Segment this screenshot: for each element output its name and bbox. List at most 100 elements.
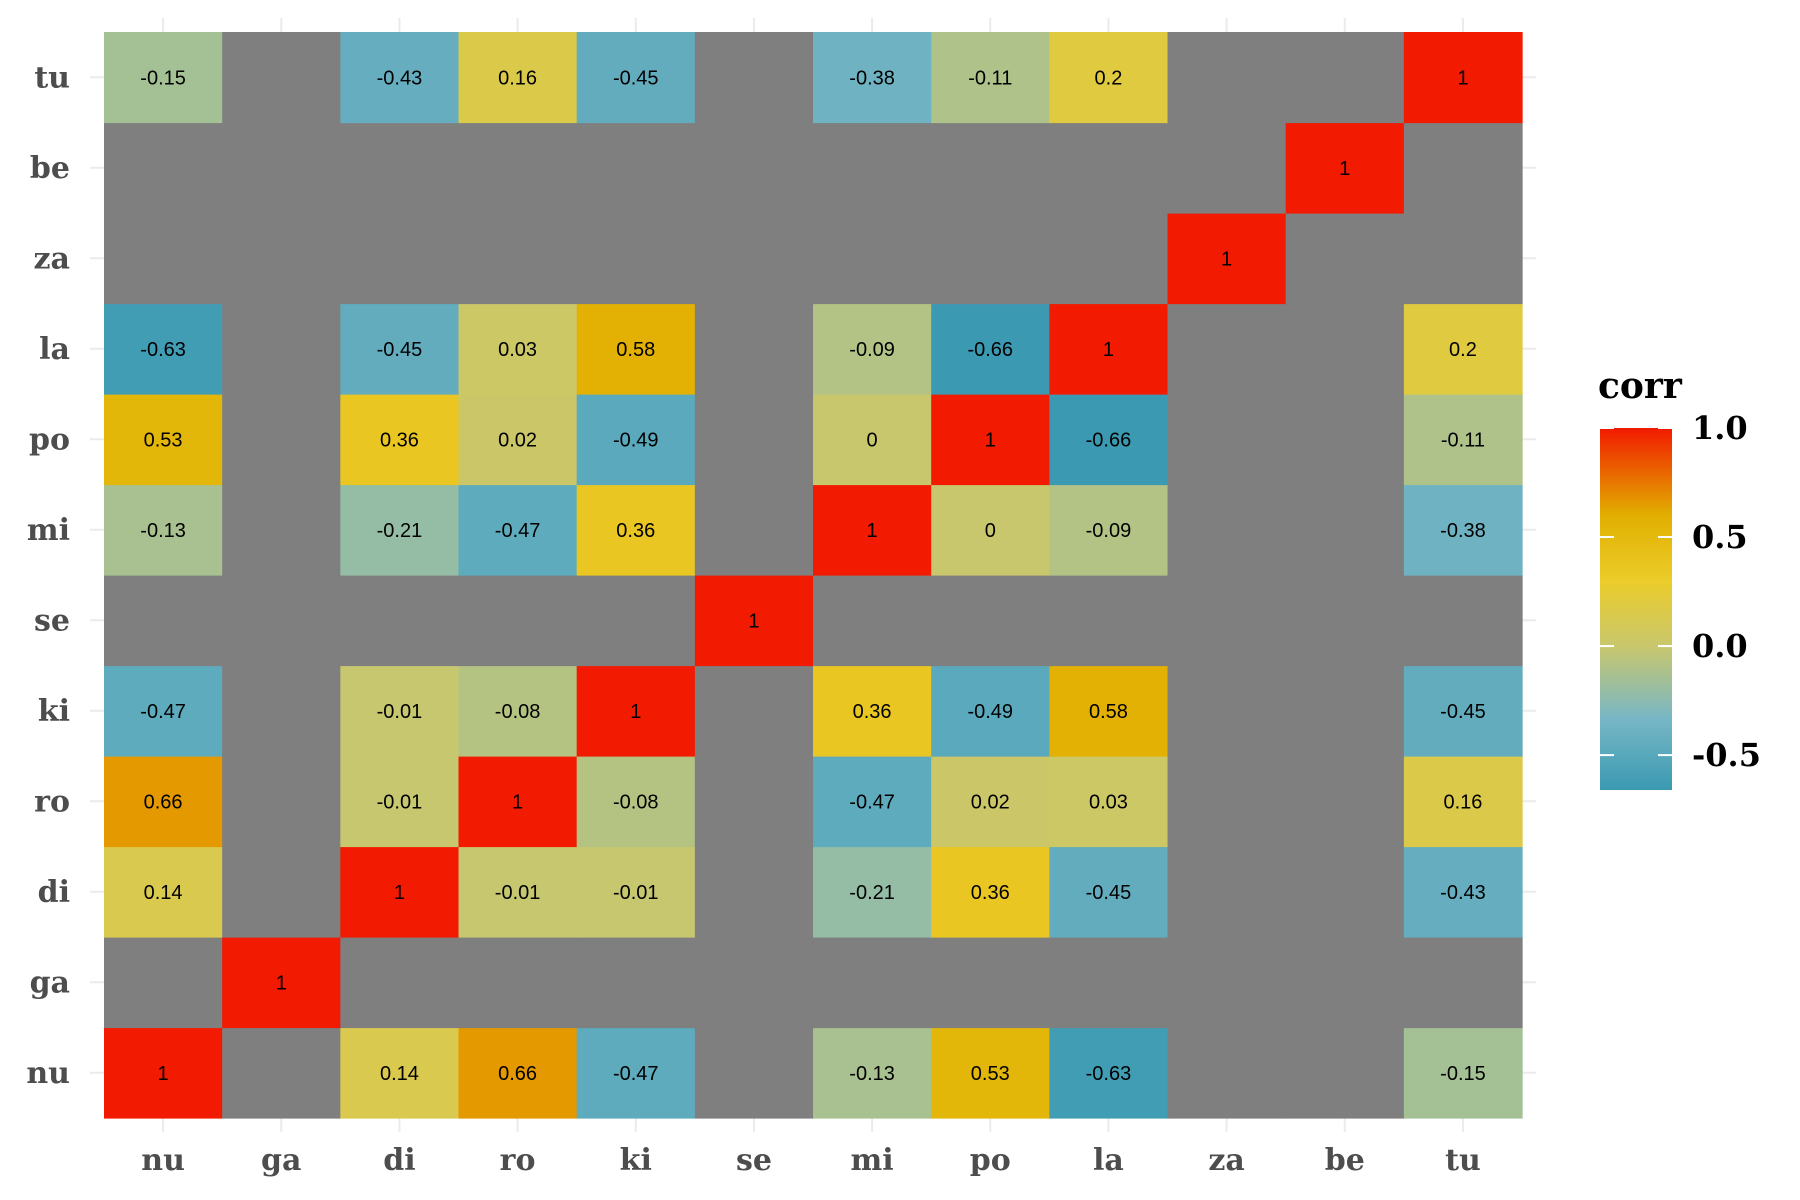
cell-value-label: -0.45: [377, 339, 423, 361]
heatmap-cell-se-ki: [576, 575, 696, 667]
heatmap-cell-po-za: [1167, 394, 1287, 486]
heatmap-cell-tu-se: [694, 32, 814, 124]
x-tick-label-se: se: [736, 1143, 772, 1178]
heatmap-cell-za-se: [694, 213, 814, 305]
cell-value-label: -0.63: [140, 339, 186, 361]
heatmap-cell-ki-be: [1285, 665, 1405, 757]
cell-value-label: -0.09: [1086, 520, 1132, 542]
x-tick-label-ga: ga: [261, 1143, 301, 1178]
heatmap-cell-nu-nu: [104, 1027, 223, 1119]
heatmap-cell-po-nu: [104, 394, 223, 486]
cell-value-label: -0.01: [495, 882, 541, 904]
heatmap-cell-la-mi: [813, 303, 932, 395]
heatmap-cell-nu-ga: [222, 1027, 341, 1119]
cell-value-label: 0.03: [1089, 791, 1128, 813]
y-tick-label-mi: mi: [27, 513, 70, 548]
heatmap-cell-za-mi: [813, 213, 932, 305]
cell-value-label: -0.38: [849, 67, 895, 89]
heatmap-cell-se-tu: [1403, 575, 1523, 667]
heatmap-cell-tu-ga: [222, 32, 341, 124]
cell-value-label: -0.21: [849, 882, 895, 904]
y-tick-label-za: za: [34, 241, 70, 276]
heatmap-cell-di-ga: [222, 846, 341, 938]
heatmap-cell-se-di: [340, 575, 460, 667]
cell-value-label: -0.08: [613, 791, 659, 813]
y-tick-label-ro: ro: [34, 784, 70, 819]
heatmap-cell-di-be: [1285, 846, 1405, 938]
cell-value-label: 1: [158, 1063, 169, 1085]
heatmap-cell-di-po: [931, 846, 1050, 938]
heatmap-cell-di-nu: [104, 846, 223, 938]
cell-value-label: -0.09: [849, 339, 895, 361]
heatmap-cell-se-ro: [458, 575, 578, 667]
y-tick-label-ga: ga: [30, 965, 70, 1000]
heatmap-cell-za-nu: [104, 213, 223, 305]
cell-value-label: -0.43: [1440, 882, 1486, 904]
x-tick-label-po: po: [970, 1143, 1011, 1178]
heatmap-cell-di-ki: [576, 846, 696, 938]
x-tick-label-za: za: [1208, 1143, 1244, 1178]
heatmap-cell-tu-tu: [1403, 32, 1523, 124]
heatmap-cell-ga-nu: [104, 937, 223, 1029]
legend-tick-label: -0.5: [1692, 736, 1761, 774]
cell-value-label: -0.21: [377, 520, 423, 542]
cell-value-label: 0.36: [616, 520, 655, 542]
heatmap-cell-nu-la: [1049, 1027, 1169, 1119]
cell-value-label: 1: [985, 429, 996, 451]
heatmap-cell-za-be: [1285, 213, 1405, 305]
heatmap-cell-tu-za: [1167, 32, 1287, 124]
cell-value-label: -0.11: [968, 67, 1012, 89]
heatmap-cell-se-nu: [104, 575, 223, 667]
heatmap-cell-la-se: [694, 303, 814, 395]
cell-value-label: 1: [394, 882, 405, 904]
heatmap-cell-la-po: [931, 303, 1050, 395]
heatmap-cell-ro-ki: [576, 756, 696, 848]
heatmap-cell-nu-se: [694, 1027, 814, 1119]
y-tick-label-po: po: [29, 422, 70, 457]
heatmap-cell-ro-be: [1285, 756, 1405, 848]
heatmap-cell-ga-ga: [222, 937, 341, 1029]
heatmap-cell-tu-la: [1049, 32, 1169, 124]
heatmap-cell-di-tu: [1403, 846, 1523, 938]
heatmap-cell-mi-po: [931, 484, 1050, 576]
heatmap-cell-po-be: [1285, 394, 1405, 486]
cell-value-label: 0.2: [1095, 67, 1123, 89]
cell-value-label: -0.49: [967, 701, 1013, 723]
legend-color-bar: [1600, 428, 1672, 790]
heatmap-cell-be-se: [694, 122, 814, 214]
heatmap-cell-mi-ro: [458, 484, 578, 576]
y-tick-label-di: di: [38, 875, 70, 910]
heatmap-cell-nu-mi: [813, 1027, 932, 1119]
heatmap-cell-tu-mi: [813, 32, 932, 124]
heatmap-cell-be-ro: [458, 122, 578, 214]
heatmap-cell-ro-ro: [458, 756, 578, 848]
cell-value-label: 1: [1221, 248, 1232, 270]
heatmap-cell-po-di: [340, 394, 460, 486]
cell-value-label: 0.02: [498, 429, 537, 451]
heatmap-cell-ga-ro: [458, 937, 578, 1029]
heatmap-cell-po-mi: [813, 394, 932, 486]
heatmap-cell-ki-tu: [1403, 665, 1523, 757]
heatmap-cell-po-ki: [576, 394, 696, 486]
cell-value-label: 0.58: [616, 339, 655, 361]
heatmap-cell-la-di: [340, 303, 460, 395]
heatmap-cell-be-tu: [1403, 122, 1523, 214]
cell-value-label: 1: [1103, 339, 1114, 361]
heatmap-cell-di-di: [340, 846, 460, 938]
heatmap-cells: 1 0.14 0.66 -0.47 -0.13 0.53 -0.63 -0.15 1 0.14 1 -…: [104, 32, 1523, 1119]
cell-value-label: -0.11: [1441, 429, 1485, 451]
heatmap-cell-za-za: [1167, 213, 1287, 305]
heatmap-cell-ro-tu: [1403, 756, 1523, 848]
heatmap-cell-ga-po: [931, 937, 1050, 1029]
x-axis: nu ga di ro ki se mi po la za be tu: [141, 1143, 1481, 1178]
cell-value-label: -0.66: [967, 339, 1013, 361]
heatmap-cell-ga-la: [1049, 937, 1169, 1029]
legend-tick-label: 1.0: [1692, 409, 1748, 447]
heatmap-cell-ki-mi: [813, 665, 932, 757]
heatmap-cell-za-la: [1049, 213, 1169, 305]
y-tick-label-nu: nu: [26, 1056, 70, 1091]
heatmap-cell-tu-nu: [104, 32, 223, 124]
cell-value-label: -0.01: [377, 701, 423, 723]
heatmap-cell-ga-mi: [813, 937, 932, 1029]
